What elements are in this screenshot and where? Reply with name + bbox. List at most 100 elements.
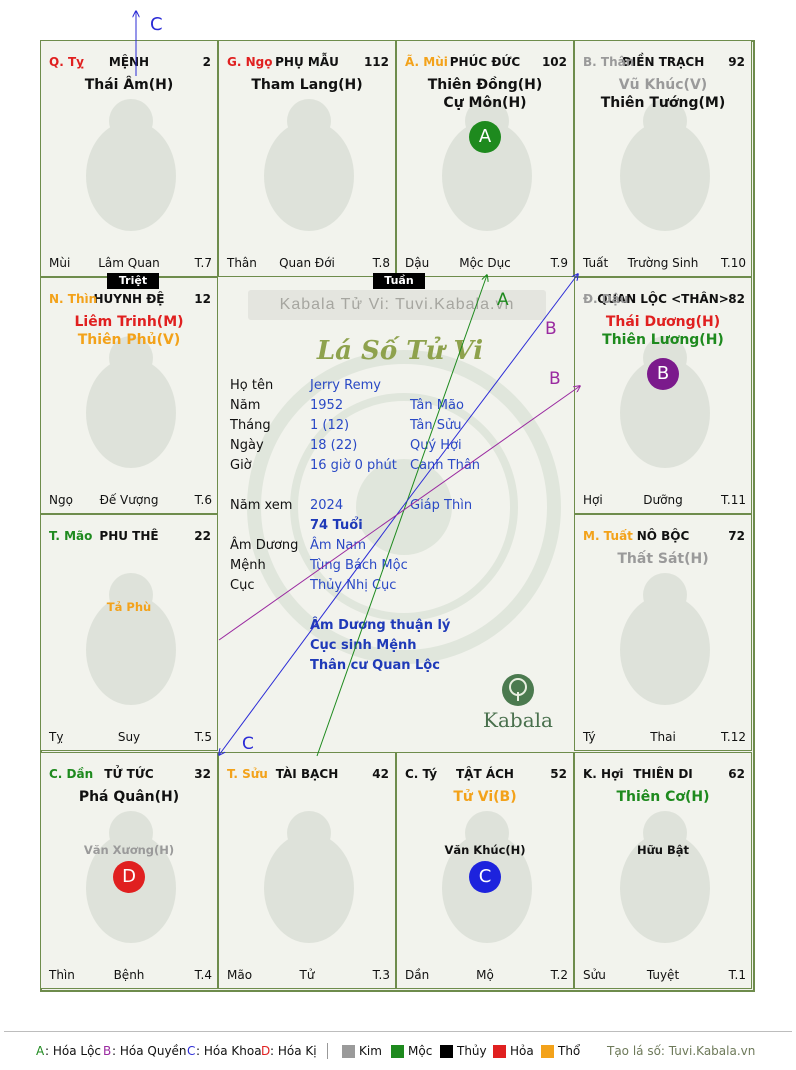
palace-number: 102 — [541, 55, 567, 69]
life-stage: Lâm Quan — [98, 256, 160, 270]
info-value: 2024 — [310, 498, 344, 513]
hoa-badge: D — [113, 861, 145, 893]
t-code: T.8 — [372, 256, 390, 270]
info-value-can-chi: Quý Hợi — [410, 438, 462, 453]
life-stage: Tuyệt — [646, 968, 680, 982]
info-label: Năm xem — [230, 498, 293, 513]
life-stage: Tử — [299, 968, 315, 982]
opposite-branch: Thìn — [49, 968, 75, 982]
info-value: Âm Nam — [310, 538, 367, 553]
hoa-badge: B — [647, 358, 679, 390]
opposite-branch: Tỵ — [49, 730, 64, 744]
life-stage: Thai — [650, 730, 676, 744]
major-star: Thái Âm(H) — [84, 77, 174, 93]
info-label: Họ tên — [230, 378, 274, 393]
element-swatch — [541, 1045, 554, 1058]
chart-title: Lá Số Tử Vi — [316, 336, 484, 366]
minor-star: Văn Xương(H) — [83, 843, 175, 857]
element-swatch — [440, 1045, 453, 1058]
legend-key-b: B — [103, 1044, 112, 1058]
minor-star: Văn Khúc(H) — [444, 843, 526, 857]
info-value: 1 (12) — [310, 418, 350, 433]
t-code: T.2 — [550, 968, 568, 982]
major-star: Liêm Trinh(M) — [74, 314, 184, 330]
palace-number: 112 — [363, 55, 389, 69]
legend-key-c: C — [187, 1044, 196, 1058]
element-name: Kim — [359, 1044, 382, 1058]
info-value-can-chi: Canh Thân — [410, 458, 481, 473]
kabala-logo-icon — [502, 674, 534, 706]
major-star: Thiên Cơ(H) — [616, 789, 710, 805]
credit-link[interactable]: Tạo lá số: Tuvi.Kabala.vn — [607, 1044, 756, 1058]
element-swatch — [493, 1045, 506, 1058]
heavenly-branch: N. Thìn — [49, 292, 98, 306]
palace-name: TÀI BẠCH — [275, 767, 339, 781]
life-stage: Dưỡng — [643, 493, 683, 507]
major-star: Vũ Khúc(V) — [618, 77, 708, 93]
palace-number: 12 — [194, 292, 211, 306]
heavenly-branch: C. Tý — [405, 767, 438, 781]
palace-cell[interactable]: rooster-iconQUAN LỘC <THÂN>Đ. Dậu82Thái … — [574, 277, 752, 514]
palace-number: 82 — [728, 292, 745, 306]
element-swatch — [391, 1045, 404, 1058]
info-value-can-chi: Tân Sửu — [410, 418, 462, 433]
hoa-badge: C — [469, 861, 501, 893]
info-value: 74 Tuổi — [310, 518, 363, 533]
info-label: Năm — [230, 398, 261, 413]
major-star: Phá Quân(H) — [78, 789, 180, 805]
opposite-branch: Ngọ — [49, 493, 73, 507]
life-stage: Mộc Dục — [459, 256, 511, 270]
heavenly-branch: G. Ngọ — [227, 55, 273, 69]
palace-number: 62 — [728, 767, 745, 781]
chart-note: Thân cư Quan Lộc — [310, 658, 440, 673]
palace-name: TỬ TỨC — [104, 767, 154, 781]
info-value-can-chi: Tân Mão — [410, 398, 464, 413]
major-star: Tham Lang(H) — [251, 77, 363, 93]
legend-text-c: : Hóa Khoa — [196, 1044, 262, 1058]
info-value: 18 (22) — [310, 438, 358, 453]
opposite-branch: Mùi — [49, 256, 71, 270]
tuan-tag: Tuần — [373, 273, 425, 289]
opposite-branch: Mão — [227, 968, 253, 982]
palace-name: PHÚC ĐỨC — [449, 55, 521, 69]
major-star: Thiên Lương(H) — [602, 332, 724, 348]
major-star: Thất Sát(H) — [617, 551, 709, 567]
heavenly-branch: K. Hợi — [583, 767, 624, 781]
info-value: 16 giờ 0 phút — [310, 458, 397, 473]
palace-number: 52 — [550, 767, 567, 781]
info-label: Tháng — [230, 418, 271, 433]
opposite-branch: Dần — [405, 968, 430, 982]
life-stage: Đế Vượng — [99, 493, 159, 507]
palace-name: HUYNH ĐỆ — [93, 292, 165, 306]
t-code: T.4 — [194, 968, 212, 982]
life-stage: Trường Sinh — [627, 256, 699, 270]
heavenly-branch: C. Dần — [49, 767, 94, 781]
t-code: T.7 — [194, 256, 212, 270]
major-star: Tử Vi(B) — [453, 789, 517, 805]
info-value-can-chi: Giáp Thìn — [410, 498, 473, 513]
heavenly-branch: M. Tuất — [583, 529, 633, 543]
life-stage: Mộ — [476, 968, 494, 982]
element-name: Mộc — [408, 1044, 433, 1058]
chart-note: Âm Dương thuận lý — [310, 618, 451, 633]
info-label: Âm Dương — [230, 538, 299, 553]
palace-name: TẬT ÁCH — [456, 767, 514, 781]
legend-separator — [327, 1043, 328, 1059]
legend-key-d: D — [261, 1044, 271, 1058]
t-code: T.5 — [194, 730, 212, 744]
major-star: Thiên Phủ(V) — [77, 332, 181, 348]
arrow-label-c-top: C — [150, 14, 163, 35]
info-value: Thủy Nhị Cục — [310, 578, 397, 593]
